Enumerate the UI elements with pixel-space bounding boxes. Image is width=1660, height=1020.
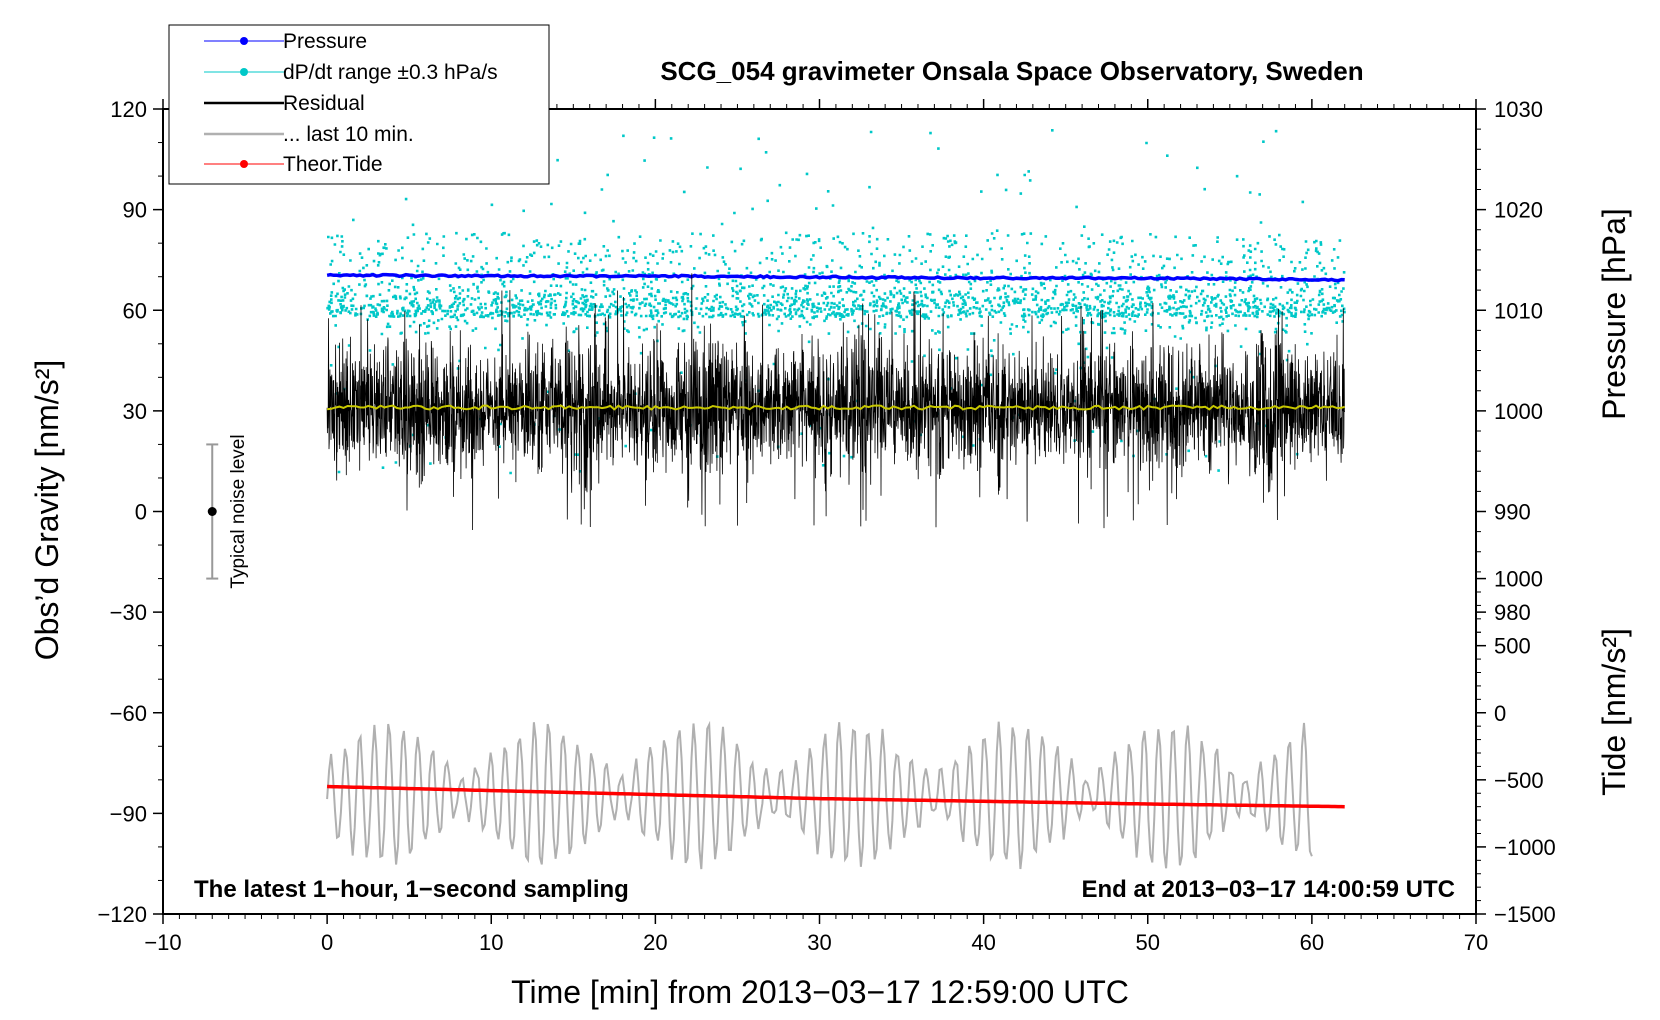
y-pressure-tick-label: 1020 [1494, 198, 1543, 223]
y-pressure-tick-label: 990 [1494, 500, 1531, 525]
y-pressure-tick-label: 980 [1494, 600, 1531, 625]
x-tick-label: 0 [321, 930, 333, 955]
y-tide-tick-label: −500 [1494, 768, 1544, 793]
x-tick-label: 70 [1464, 930, 1488, 955]
y-axis-title-pressure: Pressure [hPa] [1596, 208, 1632, 420]
series-residual-line [326, 273, 1346, 531]
x-axis-title: Time [min] from 2013−03−17 12:59:00 UTC [511, 974, 1129, 1010]
legend-label-last-10-min: ... last 10 min. [283, 123, 414, 146]
y-axis-title-tide: Tide [nm/s²] [1596, 628, 1632, 796]
y-left-tick-label: 90 [123, 198, 147, 223]
x-tick-label: 50 [1136, 930, 1160, 955]
legend-marker-dpdt [240, 68, 248, 76]
x-tick-label: −10 [144, 930, 181, 955]
x-tick-label: 20 [643, 930, 667, 955]
axis-ticks: −10 0 10 20 30 40 50 60 701209060300−30−60−90−12… [97, 97, 1555, 955]
y-left-tick-label: −90 [110, 801, 147, 826]
legend-label-residual: Residual [283, 92, 365, 115]
chart-title: SCG_054 gravimeter Onsala Space Observat… [660, 56, 1363, 86]
x-tick-label: 10 [479, 930, 503, 955]
legend-box [168, 24, 550, 185]
legend-label-tide: Theor.Tide [283, 153, 383, 176]
sampling-annotation: The latest 1−hour, 1−second sampling [194, 876, 629, 903]
y-left-tick-label: 60 [123, 298, 147, 323]
y-tide-tick-label: 1000 [1494, 567, 1543, 592]
y-tide-tick-label: 0 [1494, 701, 1506, 726]
y-left-tick-label: −30 [110, 600, 147, 625]
series-pressure-line [326, 272, 1345, 283]
data-layer [326, 129, 1346, 870]
x-tick-label: 30 [807, 930, 831, 955]
y-pressure-tick-label: 1010 [1494, 298, 1543, 323]
legend-marker-pressure [240, 37, 248, 45]
series-residual-mean-line [327, 404, 1345, 411]
y-pressure-tick-label: 1000 [1494, 399, 1543, 424]
noise-level-label: Typical noise level [228, 434, 249, 588]
y-left-tick-label: 0 [135, 500, 147, 525]
end-time-annotation: End at 2013−03−17 14:00:59 UTC [1081, 876, 1455, 903]
y-tide-tick-label: −1500 [1494, 902, 1556, 927]
series-tide-line [327, 784, 1345, 809]
x-tick-label: 60 [1300, 930, 1324, 955]
y-pressure-tick-label: 1030 [1494, 97, 1543, 122]
legend-label-dpdt: dP/dt range ±0.3 hPa/s [283, 61, 498, 84]
legend-marker-tide [240, 160, 248, 168]
series-dpdt-points [326, 129, 1346, 475]
legend-label-pressure: Pressure [283, 30, 367, 53]
y-left-tick-label: −120 [97, 902, 147, 927]
noise-level-indicator: Typical noise level [206, 434, 249, 589]
y-left-tick-label: 30 [123, 399, 147, 424]
y-tide-tick-label: 500 [1494, 634, 1531, 659]
noise-center-dot [207, 507, 217, 516]
legend: Pressure dP/dt range ±0.3 hPa/s Residual… [168, 24, 550, 185]
x-tick-label: 40 [971, 930, 995, 955]
y-tide-tick-label: −1000 [1494, 835, 1556, 860]
y-left-tick-label: 120 [110, 97, 147, 122]
y-left-tick-label: −60 [110, 701, 147, 726]
series-last-10-min-line [326, 720, 1313, 870]
y-axis-title-left: Obs’d Gravity [nm/s²] [29, 360, 65, 661]
